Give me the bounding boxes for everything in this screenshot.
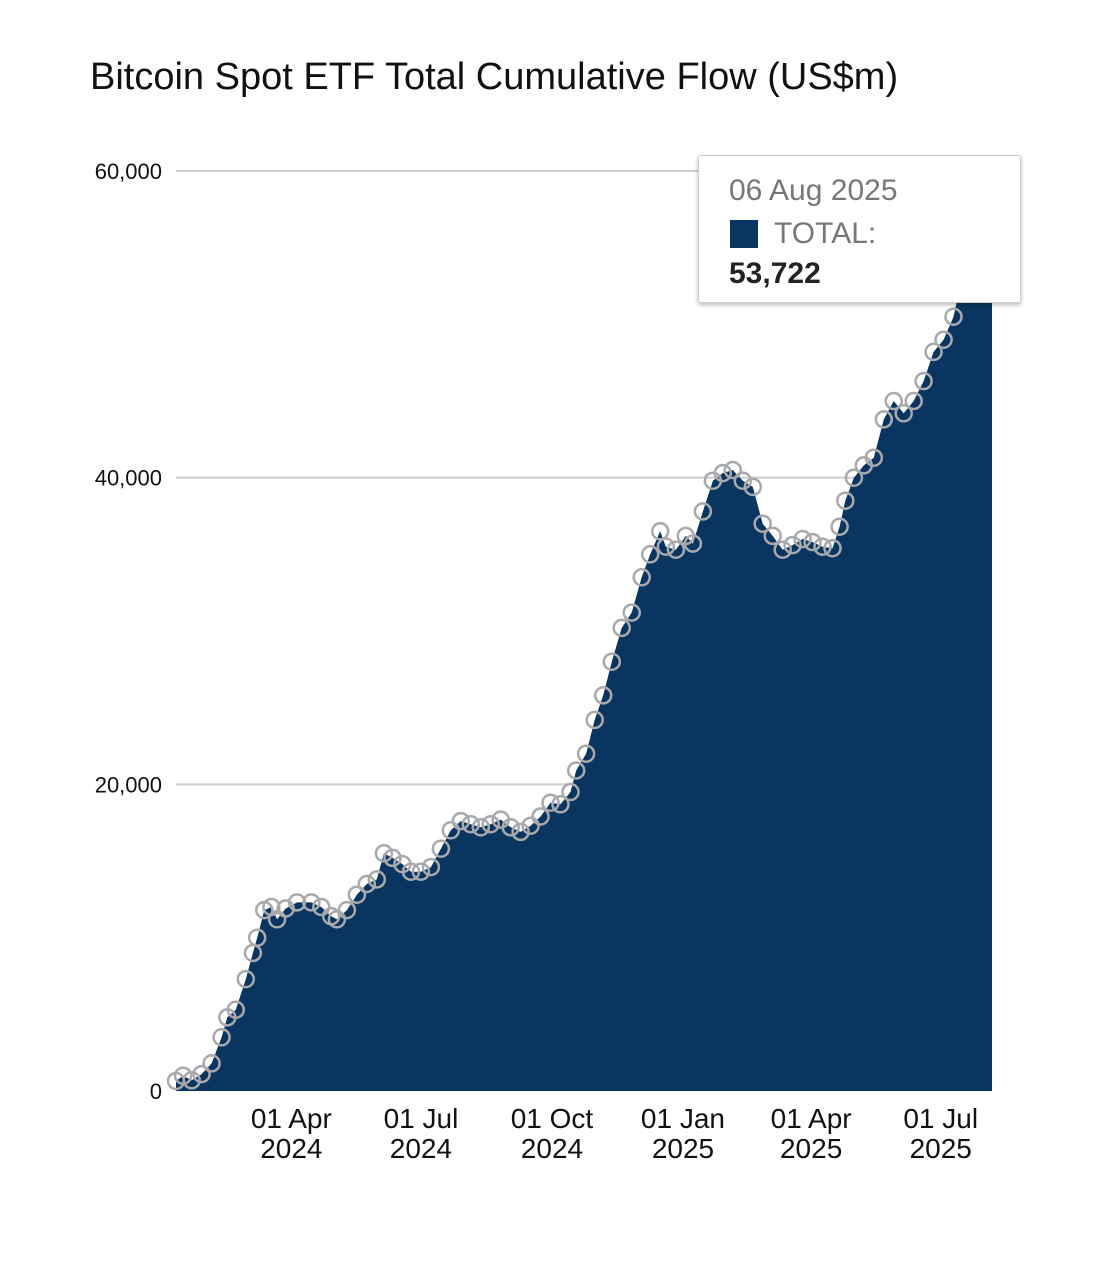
data-point[interactable] bbox=[864, 448, 884, 467]
data-point[interactable] bbox=[773, 540, 792, 559]
x-tick-label: 01 Apr 2024 bbox=[251, 1103, 332, 1164]
data-point[interactable] bbox=[247, 928, 267, 947]
data-point[interactable] bbox=[874, 410, 894, 429]
data-point[interactable] bbox=[471, 818, 491, 837]
data-point[interactable] bbox=[421, 857, 441, 877]
data-point[interactable] bbox=[924, 342, 943, 362]
data-point[interactable] bbox=[551, 795, 570, 814]
y-tick-label: 60,000 bbox=[95, 159, 162, 184]
data-point[interactable] bbox=[202, 1054, 221, 1073]
data-point[interactable] bbox=[441, 821, 461, 840]
x-tick-label: 01 Jul 2025 bbox=[903, 1103, 978, 1164]
data-point[interactable] bbox=[783, 535, 802, 555]
data-point[interactable] bbox=[367, 870, 387, 889]
data-point[interactable] bbox=[602, 652, 622, 671]
data-point[interactable] bbox=[836, 491, 855, 510]
data-point[interactable] bbox=[357, 874, 377, 894]
data-point[interactable] bbox=[612, 618, 631, 638]
data-point[interactable] bbox=[566, 761, 586, 780]
data-point[interactable] bbox=[226, 1000, 246, 1019]
data-point[interactable] bbox=[944, 307, 963, 326]
data-point[interactable] bbox=[212, 1028, 231, 1047]
data-point[interactable] bbox=[904, 391, 923, 411]
x-tick-label: 01 Jan 2025 bbox=[641, 1103, 725, 1164]
y-tick-label: 20,000 bbox=[95, 772, 162, 797]
data-point[interactable] bbox=[914, 371, 933, 391]
y-tick-label: 40,000 bbox=[95, 466, 162, 491]
data-point[interactable] bbox=[632, 568, 651, 587]
data-point[interactable] bbox=[743, 477, 763, 497]
data-point[interactable] bbox=[803, 532, 822, 552]
data-point[interactable] bbox=[481, 814, 500, 834]
tooltip: 06 Aug 2025 TOTAL: 53,722 bbox=[698, 155, 1021, 303]
data-point[interactable] bbox=[753, 514, 772, 533]
data-point[interactable] bbox=[401, 862, 421, 881]
axes: 0 20,000 40,000 60,000 01 Apr 2024 01 Jul 2024 0… bbox=[95, 159, 978, 1164]
data-point[interactable] bbox=[650, 522, 670, 541]
data-point[interactable] bbox=[622, 603, 641, 622]
y-tick-label: 0 bbox=[150, 1079, 162, 1104]
data-point[interactable] bbox=[501, 818, 520, 837]
data-point[interactable] bbox=[431, 839, 451, 858]
data-point[interactable] bbox=[793, 529, 812, 549]
data-point[interactable] bbox=[844, 468, 864, 487]
data-point[interactable] bbox=[327, 910, 347, 929]
data-point[interactable] bbox=[884, 391, 903, 411]
data-point[interactable] bbox=[337, 900, 357, 920]
data-point[interactable] bbox=[561, 782, 580, 802]
data-point[interactable] bbox=[763, 526, 782, 546]
x-tick-label: 01 Jul 2024 bbox=[384, 1103, 459, 1164]
data-point[interactable] bbox=[461, 814, 481, 834]
data-point[interactable] bbox=[182, 1071, 201, 1090]
area-series-total[interactable] bbox=[176, 255, 992, 1092]
data-point[interactable] bbox=[640, 545, 660, 564]
data-point[interactable] bbox=[521, 816, 540, 835]
data-point[interactable] bbox=[192, 1064, 211, 1084]
x-tick-label: 01 Apr 2025 bbox=[771, 1103, 852, 1164]
tooltip-date: 06 Aug 2025 bbox=[729, 174, 898, 207]
data-point[interactable] bbox=[411, 862, 431, 881]
data-markers[interactable] bbox=[166, 307, 963, 1091]
data-point[interactable] bbox=[347, 885, 367, 904]
tooltip-series-swatch bbox=[730, 220, 758, 248]
data-point[interactable] bbox=[894, 404, 913, 423]
x-tick-label: 01 Oct 2024 bbox=[511, 1103, 594, 1164]
data-point[interactable] bbox=[823, 538, 842, 558]
data-point[interactable] bbox=[541, 793, 560, 812]
data-point[interactable] bbox=[531, 807, 550, 826]
data-point[interactable] bbox=[302, 893, 321, 912]
data-point[interactable] bbox=[683, 534, 703, 553]
area-fill-total[interactable] bbox=[176, 255, 992, 1092]
data-point[interactable] bbox=[723, 460, 743, 480]
data-point[interactable] bbox=[287, 893, 307, 912]
data-point[interactable] bbox=[656, 537, 676, 556]
data-point[interactable] bbox=[713, 463, 733, 483]
data-point[interactable] bbox=[813, 537, 832, 556]
data-point[interactable] bbox=[511, 822, 530, 842]
data-point[interactable] bbox=[383, 848, 402, 868]
data-point[interactable] bbox=[934, 330, 953, 349]
data-point[interactable] bbox=[585, 710, 604, 730]
data-point[interactable] bbox=[236, 969, 256, 989]
data-point[interactable] bbox=[576, 744, 596, 763]
data-point[interactable] bbox=[593, 686, 613, 705]
data-point[interactable] bbox=[693, 502, 713, 521]
tooltip-value: 53,722 bbox=[729, 257, 821, 290]
data-point[interactable] bbox=[312, 897, 331, 917]
tooltip-series-label: TOTAL: bbox=[774, 217, 877, 250]
data-point[interactable] bbox=[666, 540, 686, 559]
chart-title: Bitcoin Spot ETF Total Cumulative Flow (… bbox=[90, 56, 899, 98]
data-point[interactable] bbox=[733, 471, 753, 490]
data-point[interactable] bbox=[451, 811, 471, 831]
data-point[interactable] bbox=[830, 517, 849, 536]
